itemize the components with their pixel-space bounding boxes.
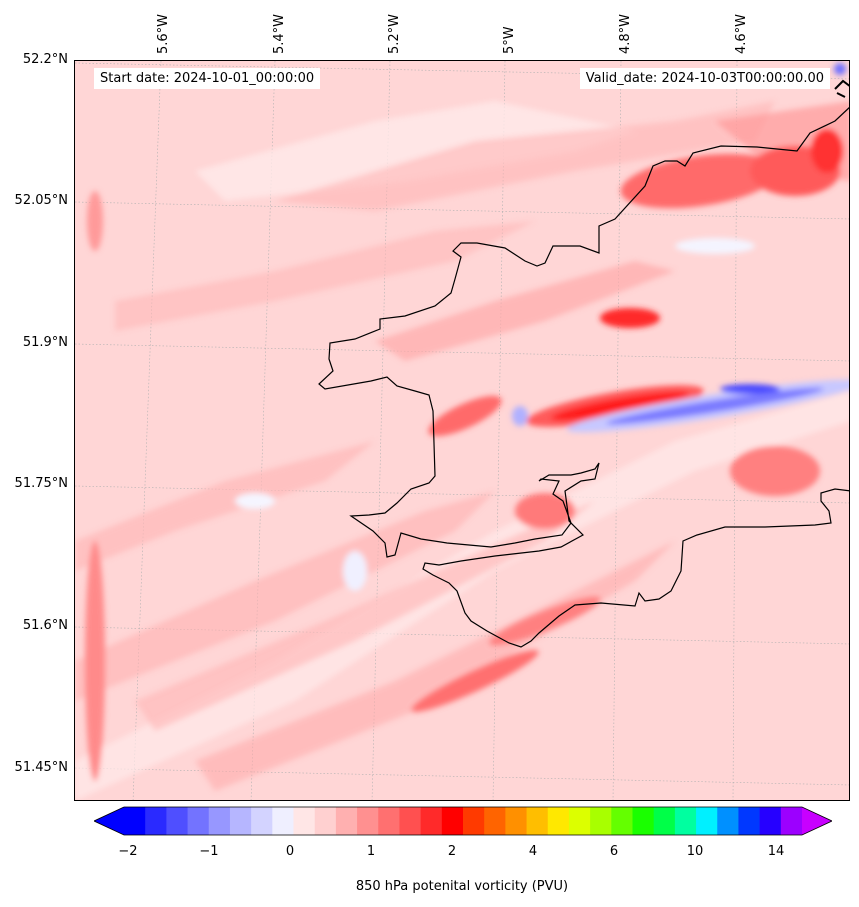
- colorbar-cell: [632, 807, 655, 835]
- colorbar-tick: 2: [447, 844, 457, 859]
- lon-label: 4.6°W: [734, 13, 749, 54]
- colorbar-cell: [441, 807, 464, 835]
- colorbar-tick: 10: [686, 844, 704, 859]
- colorbar-cell: [780, 807, 803, 835]
- lat-label: 51.75°N: [14, 476, 68, 491]
- colorbar-cell: [738, 807, 761, 835]
- colorbar-cell: [399, 807, 422, 835]
- colorbar-tick: 14: [767, 844, 785, 859]
- colorbar-tick: 4: [528, 844, 538, 859]
- colorbar-cell: [463, 807, 485, 835]
- colorbar-cell: [484, 807, 506, 835]
- colorbar-tick: 0: [285, 844, 295, 859]
- colorbar-cell: [357, 807, 379, 835]
- lat-label: 52.2°N: [22, 52, 68, 67]
- lat-label: 51.6°N: [22, 618, 68, 633]
- coastline: [318, 107, 849, 648]
- colorbar-cell: [293, 807, 316, 835]
- colorbar-cell: [378, 807, 400, 835]
- colorbar-cell: [696, 807, 718, 835]
- colorbar-cell: [590, 807, 612, 835]
- colorbar-cell: [251, 807, 273, 835]
- coastline-fragment: [834, 79, 849, 98]
- colorbar-tick: −1: [199, 844, 219, 859]
- colorbar-cell: [335, 807, 358, 835]
- colorbar-cell: [568, 807, 591, 835]
- colorbar: [94, 806, 832, 836]
- colorbar-cell: [420, 807, 443, 835]
- lon-label: 5.6°W: [156, 13, 171, 54]
- colorbar-cell: [272, 807, 294, 835]
- colorbar-tick: 6: [609, 844, 619, 859]
- vorticity-contour-map: [75, 61, 849, 800]
- colorbar-label: 850 hPa potenital vorticity (PVU): [355, 879, 569, 894]
- colorbar-cell: [187, 807, 210, 835]
- lat-label: 51.45°N: [14, 760, 68, 775]
- colorbar-cell: [229, 807, 252, 835]
- colorbar-cell: [526, 807, 549, 835]
- contour-fill: [75, 63, 849, 800]
- colorbar-cell: [124, 807, 146, 835]
- lon-label: 4.8°W: [618, 13, 633, 54]
- map-panel: [74, 60, 850, 801]
- colorbar-cell: [717, 807, 739, 835]
- colorbar-cell: [547, 807, 570, 835]
- colorbar-extend-low: [94, 807, 124, 835]
- colorbar-cell: [314, 807, 337, 835]
- colorbar-cell: [674, 807, 697, 835]
- colorbar-cell: [759, 807, 782, 835]
- colorbar-extend-high: [802, 807, 832, 835]
- lat-label: 51.9°N: [22, 335, 68, 350]
- lat-label: 52.05°N: [14, 193, 68, 208]
- colorbar-cell: [208, 807, 231, 835]
- colorbar-cell: [611, 807, 633, 835]
- colorbar-cell: [653, 807, 676, 835]
- colorbar-cell: [145, 807, 167, 835]
- colorbar-cell: [505, 807, 528, 835]
- colorbar-tick: 1: [366, 844, 376, 859]
- colorbar-cell: [166, 807, 189, 835]
- start-date-label: Start date: 2024-10-01_00:00:00: [94, 68, 321, 89]
- lon-label: 5.2°W: [387, 13, 402, 54]
- valid-date-label: Valid_date: 2024-10-03T00:00:00.00: [579, 68, 830, 89]
- colorbar-tick: −2: [118, 844, 138, 859]
- lon-label: 5°W: [502, 26, 517, 54]
- lon-label: 5.4°W: [272, 13, 287, 54]
